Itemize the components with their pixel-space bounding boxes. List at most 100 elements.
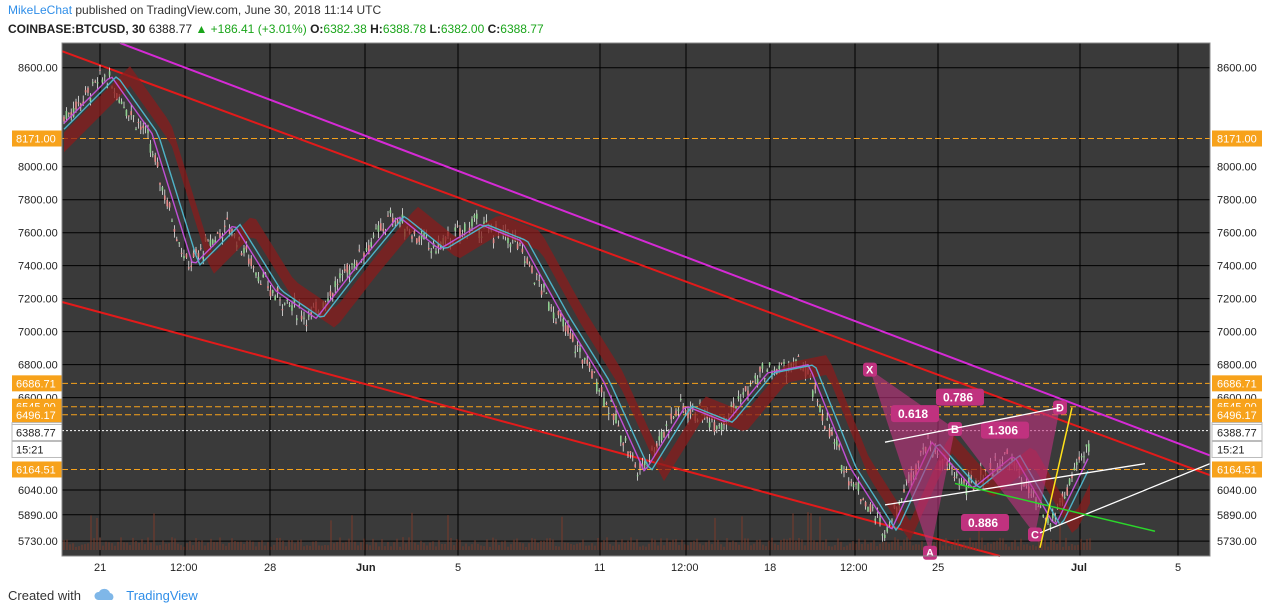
channel-upper-line[interactable] — [61, 50, 1211, 477]
candle-body — [84, 90, 87, 93]
tradingview-cloud-icon — [93, 588, 117, 605]
wedge-upper-line — [884, 406, 1061, 443]
candle-body — [869, 504, 872, 513]
candle-body — [680, 399, 682, 401]
candle-body — [228, 228, 231, 234]
candle-body — [72, 108, 75, 117]
y-tick-label-right: 6800.00 — [1217, 360, 1257, 372]
candle-body — [533, 282, 536, 284]
candle-body — [370, 242, 372, 247]
candle-body — [903, 489, 905, 493]
harmonic-pattern[interactable]: X A B C D 0.618 0.786 1.306 0.886 — [863, 362, 1067, 560]
candle-body — [202, 256, 204, 260]
last-price: 6388.77 — [148, 22, 193, 36]
candle-body — [195, 249, 197, 253]
y-tick-label-right: 7200.00 — [1217, 294, 1257, 306]
candle-body — [814, 385, 816, 390]
candle-body — [1073, 467, 1076, 471]
candle-body — [593, 371, 596, 373]
candle-body — [149, 143, 152, 153]
candle-body — [377, 225, 380, 232]
candle-body — [135, 128, 137, 131]
candle-body — [291, 305, 293, 311]
high-label: H: — [370, 22, 383, 36]
price-axis-labels: 8171.008171.006686.716686.716545.006545.… — [11, 130, 1263, 478]
yellow-trend-line — [1039, 407, 1073, 548]
candle-body — [516, 243, 519, 249]
candle-body — [634, 464, 636, 468]
candle-body — [207, 240, 209, 242]
candle-body — [840, 465, 843, 472]
ratio-label-box — [981, 421, 1029, 439]
candle-body — [521, 248, 524, 253]
candle-body — [740, 399, 742, 402]
candle-body — [884, 534, 886, 538]
pattern-point-label: B — [951, 424, 959, 436]
candle-body — [144, 127, 147, 129]
candle-body — [387, 215, 389, 217]
candle-body — [156, 161, 159, 167]
y-tick-label-right: 7600.00 — [1217, 228, 1257, 240]
candle-body — [824, 426, 826, 429]
candle-body — [960, 481, 963, 485]
candle-body — [984, 469, 987, 471]
close-value: 6388.77 — [500, 22, 544, 36]
tradingview-link[interactable]: TradingView — [126, 588, 198, 603]
candle-body — [864, 502, 867, 507]
y-tick-label-left: 7800.00 — [18, 195, 58, 207]
candle-body — [644, 461, 646, 465]
candle-body — [327, 298, 329, 301]
resistance-trend-line[interactable] — [119, 42, 1211, 457]
candle-body — [411, 236, 413, 239]
candle-body — [797, 355, 800, 357]
candle-body — [735, 406, 737, 409]
candle-body — [555, 321, 557, 323]
candle-body — [737, 396, 740, 399]
candle-body — [768, 362, 771, 366]
close-label: C: — [487, 22, 501, 36]
author-link[interactable]: MikeLeChat — [8, 3, 73, 17]
price-chart[interactable]: 5730.00 5730.00 5890.00 5890.00 6040.00 6040.… — [0, 38, 1274, 583]
y-tick-label-left: 7200.00 — [18, 294, 58, 306]
candle-body — [346, 264, 348, 273]
candle-body — [1085, 444, 1088, 447]
candle-body — [617, 425, 620, 427]
x-tick-label: Jul — [1071, 562, 1087, 574]
candle-body — [1071, 474, 1073, 479]
wedge-lines[interactable] — [884, 406, 1211, 548]
y-tick-label-right: 5730.00 — [1217, 536, 1257, 548]
candle-body — [274, 296, 276, 301]
channel-lower-line[interactable] — [61, 301, 1001, 557]
candle-body — [766, 369, 768, 372]
candle-body — [845, 471, 848, 473]
cloud-band — [64, 66, 1090, 541]
candle-body — [219, 233, 221, 238]
candle-body — [663, 431, 665, 438]
candle-body — [872, 507, 874, 509]
candle-body — [358, 249, 360, 251]
candle-body — [332, 293, 334, 298]
green-trend-line — [954, 482, 1156, 532]
candle-body — [836, 439, 838, 446]
candle-body — [838, 444, 840, 448]
candle-body — [224, 225, 226, 228]
candle-body — [334, 281, 336, 288]
candle-body — [94, 81, 96, 83]
candle-body — [276, 287, 279, 292]
candle-body — [747, 390, 749, 396]
candle-body — [365, 248, 368, 251]
y-tick-label-left: 5730.00 — [18, 536, 58, 548]
candle-body — [850, 481, 852, 483]
candle-body — [948, 463, 951, 466]
candle-body — [454, 227, 456, 231]
candle-body — [862, 498, 864, 501]
level-tag-left-text: 6686.71 — [16, 378, 56, 390]
candle-body — [140, 126, 142, 130]
candle-body — [886, 526, 888, 532]
y-tick-label-left: 5890.00 — [18, 510, 58, 522]
candle-body — [572, 334, 574, 342]
y-tick-label-left: 8000.00 — [18, 162, 58, 174]
candle-body — [591, 370, 593, 378]
candle-body — [226, 217, 228, 220]
candle-body — [180, 252, 183, 254]
